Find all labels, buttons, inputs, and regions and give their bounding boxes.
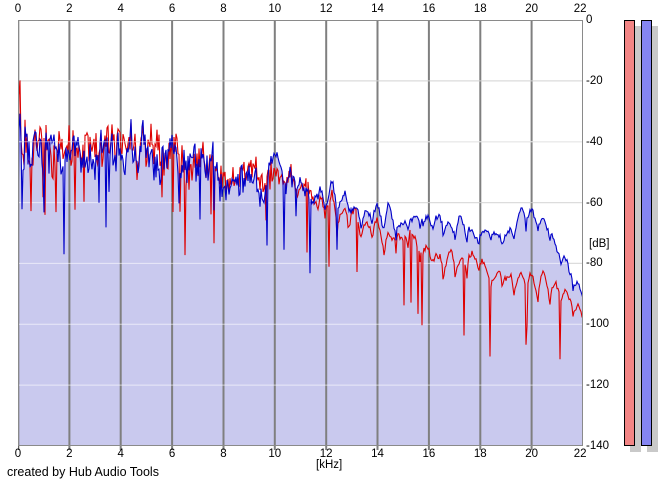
- x-tick-label: 22: [573, 3, 587, 15]
- db-unit-label: [dB]: [589, 238, 610, 250]
- x-tick-label: 0: [14, 3, 22, 15]
- spectrum-plot-area: [18, 20, 583, 450]
- khz-unit-label: [kHz]: [316, 459, 343, 471]
- x-tick-label: 8: [220, 3, 227, 15]
- y-tick-label: -60: [586, 196, 603, 209]
- plot-border: [18, 20, 583, 446]
- y-tick-label: -20: [586, 74, 603, 87]
- x-tick-label: 14: [371, 3, 384, 15]
- x-tick-label: 12: [319, 448, 333, 460]
- right-level-meter-bar: [641, 20, 652, 446]
- y-tick-label: 0: [586, 14, 593, 26]
- right-meter-shadow: [647, 26, 658, 452]
- left-level-meter-bar: [624, 20, 635, 446]
- blue-spectrum-trace: [18, 113, 583, 299]
- spectrum-fill: [18, 113, 583, 446]
- y-tick-label: -80: [586, 257, 603, 270]
- y-tick-label: -40: [586, 135, 603, 148]
- x-tick-label: 22: [573, 448, 587, 460]
- y-tick-label: -140: [586, 440, 610, 452]
- x-tick-label: 18: [473, 3, 487, 15]
- x-tick-label: 4: [117, 448, 124, 460]
- y-tick-label: -120: [586, 379, 610, 392]
- x-tick-label: 18: [473, 448, 487, 460]
- x-tick-label: 6: [168, 3, 176, 15]
- x-tick-label: 10: [268, 3, 282, 15]
- x-tick-label: 20: [525, 3, 539, 15]
- x-tick-label: 2: [66, 448, 73, 460]
- x-tick-label: 6: [168, 448, 176, 460]
- x-tick-label: 10: [268, 448, 282, 460]
- x-tick-label: 16: [422, 448, 436, 460]
- left-meter-shadow: [630, 26, 641, 452]
- x-tick-label: 12: [319, 3, 333, 15]
- y-tick-label: -100: [586, 318, 610, 331]
- red-spectrum-trace: [18, 80, 583, 360]
- x-tick-label: 16: [422, 3, 436, 15]
- x-tick-label: 20: [525, 448, 539, 460]
- credit-text: created by Hub Audio Tools: [7, 465, 159, 479]
- x-tick-label: 2: [66, 3, 73, 15]
- x-tick-label: 4: [117, 3, 124, 15]
- x-tick-label: 14: [371, 448, 384, 460]
- x-tick-label: 8: [220, 448, 227, 460]
- x-tick-label: 0: [14, 448, 22, 460]
